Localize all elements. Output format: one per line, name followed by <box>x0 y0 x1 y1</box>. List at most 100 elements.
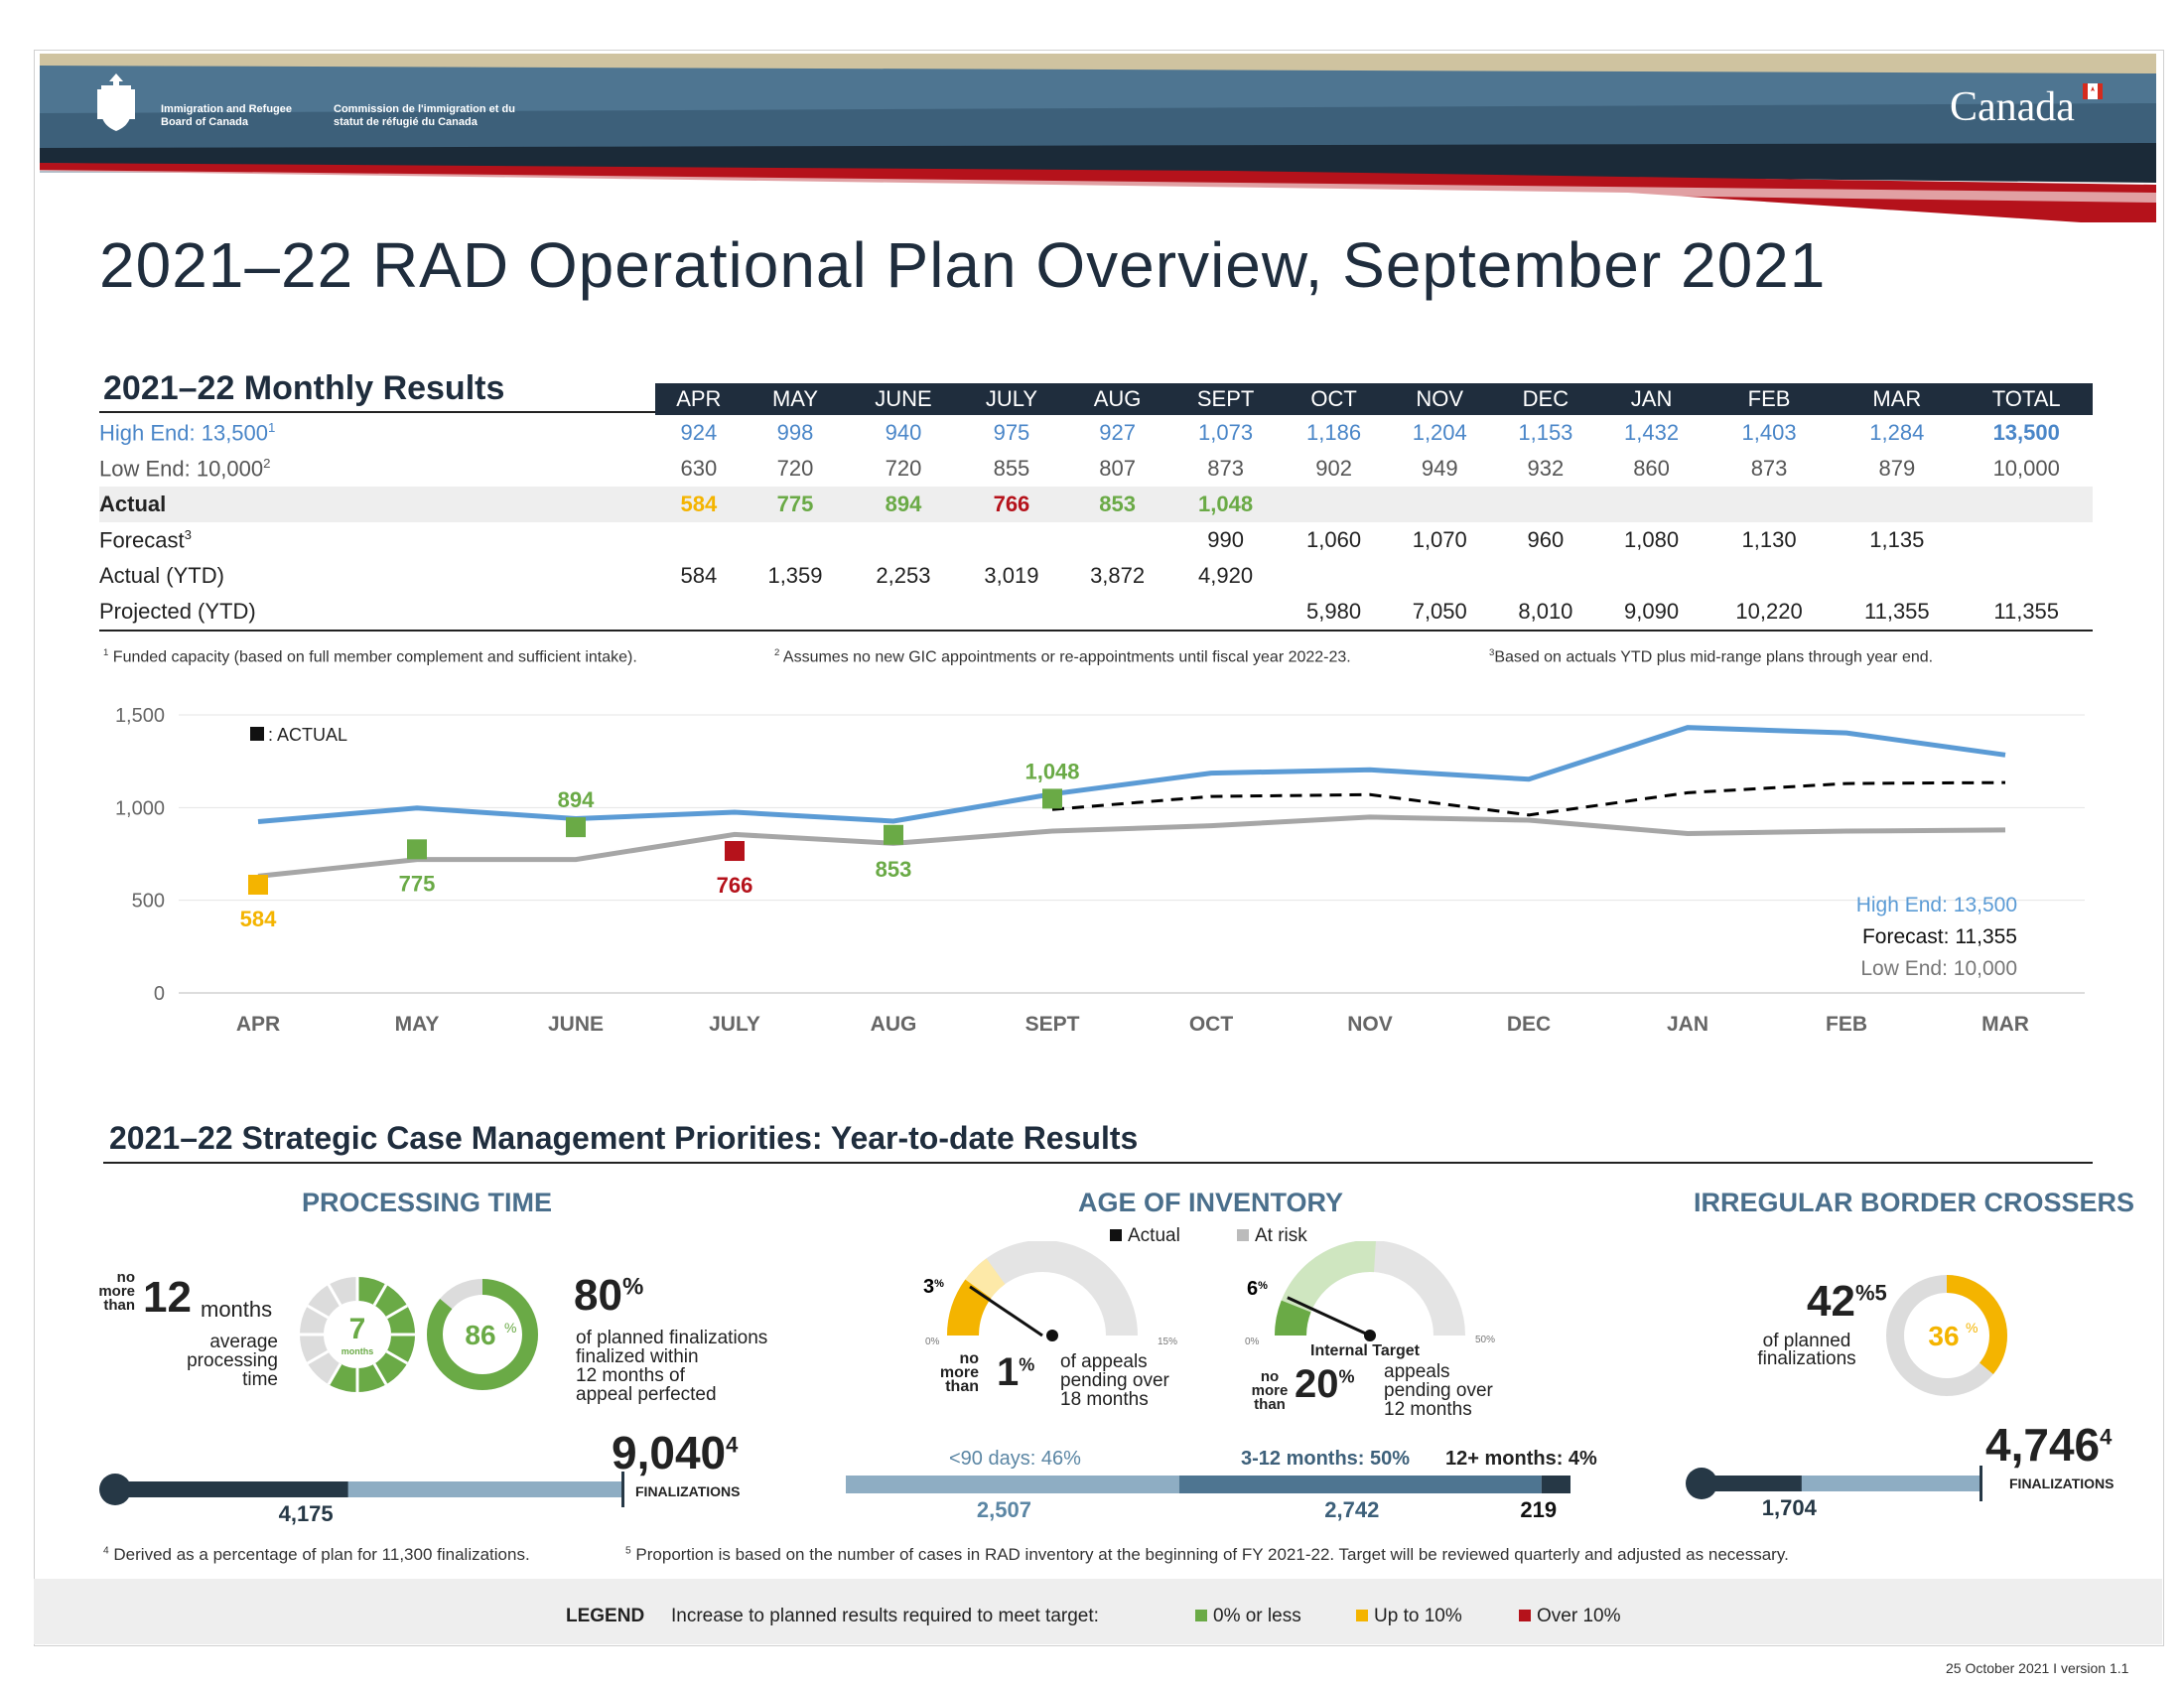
legend-item-1: Up to 10% <box>1356 1606 1462 1627</box>
actual-point-label: 894 <box>558 787 595 812</box>
actual-point-label: 775 <box>399 871 436 896</box>
col-header-apr: APR <box>655 383 743 415</box>
ibc-donut-value: 36 <box>1928 1321 1959 1351</box>
footnote-4: 4 Derived as a percentage of plan for 11… <box>103 1545 530 1564</box>
org-name-en: Immigration and Refugee Board of Canada <box>161 103 293 128</box>
row-label: Actual <box>99 487 655 522</box>
table-cell: 1,359 <box>767 563 823 588</box>
ibc-finalizations-label: FINALIZATIONS <box>2009 1476 2115 1491</box>
table-cell <box>1960 487 2093 522</box>
processing-months-donut: 7 months <box>300 1277 415 1392</box>
monthly-results-title: 2021–22 Monthly Results <box>103 369 505 407</box>
col-header-oct: OCT <box>1281 383 1387 415</box>
x-tick-label: JULY <box>709 1013 760 1036</box>
coat-of-arms-logo <box>97 73 135 131</box>
table-cell: 873 <box>1207 456 1244 481</box>
inventory-seg-label-lt90: <90 days: 46% <box>949 1448 1081 1470</box>
inventory-segmented-bar <box>846 1476 1570 1493</box>
gauge2-target: 20% <box>1295 1362 1355 1406</box>
priorities-title: 2021–22 Strategic Case Management Priori… <box>109 1120 1139 1156</box>
x-tick-label: JUNE <box>548 1013 604 1036</box>
row-label: Forecast3 <box>99 526 192 553</box>
inventory-segment <box>846 1476 1179 1493</box>
table-row: Actual 584 775 894 766 853 1,048 <box>99 487 2093 522</box>
processing-pct-target: 80% <box>574 1271 644 1320</box>
version-footer: 25 October 2021 I version 1.1 <box>1946 1660 2129 1676</box>
table-cell: 7,050 <box>1386 594 1493 632</box>
table-cell: 990 <box>1207 527 1244 552</box>
table-cell: 3,872 <box>1090 563 1146 588</box>
gauge2-text: appeals pending over 12 months <box>1384 1361 1493 1420</box>
table-cell: 1,403 <box>1741 420 1797 445</box>
table-cell: 894 <box>848 487 959 522</box>
table-cell: 1,204 <box>1412 420 1467 445</box>
processing-progress-bar <box>99 1472 624 1507</box>
table-cell <box>655 594 743 632</box>
canada-wordmark: Canada <box>1950 84 2075 130</box>
table-cell: 902 <box>1315 456 1352 481</box>
table-cell: 4,920 <box>1198 563 1254 588</box>
ibc-bar-value: 1,704 <box>1761 1495 1817 1520</box>
inventory-18m-gauge: 3% 0% 15% <box>923 1241 1177 1347</box>
processing-target-number: 12 <box>143 1273 192 1322</box>
table-cell <box>1960 558 2093 594</box>
table-cell: 1,130 <box>1741 527 1797 552</box>
inventory-segment <box>1178 1476 1542 1493</box>
table-cell <box>1064 522 1170 558</box>
legend-item-0: 0% or less <box>1195 1606 1301 1627</box>
processing-bar-value: 4,175 <box>278 1501 334 1526</box>
table-row: Actual (YTD) 584 1,359 2,253 3,019 3,872 4,920 <box>99 558 2093 594</box>
table-cell: 975 <box>993 420 1030 445</box>
processing-target-unit: months <box>201 1297 273 1322</box>
table-cell: 720 <box>885 456 922 481</box>
actual-point-label: 584 <box>240 907 277 931</box>
col-header-sept: SEPT <box>1169 383 1282 415</box>
legend-item-2: Over 10% <box>1519 1606 1620 1627</box>
inventory-seg-label-12plus: 12+ months: 4% <box>1445 1448 1597 1470</box>
table-cell <box>742 594 849 632</box>
col-header-total: TOTAL <box>1960 383 2093 415</box>
priorities-underline <box>103 1162 2093 1164</box>
end-label-high: High End: 13,500 <box>1856 894 2017 916</box>
table-cell: 1,135 <box>1869 527 1925 552</box>
age-of-inventory-heading: AGE OF INVENTORY <box>1078 1188 1344 1217</box>
processing-percent-donut: 86 % <box>427 1279 538 1390</box>
table-cell <box>1492 487 1599 522</box>
y-tick-label: 0 <box>154 983 165 1005</box>
table-cell: 766 <box>958 487 1065 522</box>
processing-finalizations-value: 9,0404 <box>612 1427 739 1478</box>
donut-months-value: 7 <box>349 1313 366 1345</box>
page-frame <box>34 50 2164 1646</box>
table-cell: 3,019 <box>984 563 1039 588</box>
inventory-segment <box>1541 1476 1570 1493</box>
gauge2-no-more-than: no more than <box>1251 1368 1289 1413</box>
x-tick-label: MAR <box>1981 1013 2029 1036</box>
footnote-3: 3Based on actuals YTD plus mid-range pla… <box>1489 647 1934 666</box>
table-cell <box>848 594 959 632</box>
table-cell: 630 <box>680 456 718 481</box>
table-cell: 960 <box>1527 527 1565 552</box>
table-cell: 860 <box>1633 456 1670 481</box>
processing-pct-text: of planned finalizations finalized within… <box>576 1328 768 1405</box>
table-cell <box>655 522 743 558</box>
table-cell <box>1386 487 1493 522</box>
table-cell: 1,070 <box>1412 527 1467 552</box>
irregular-border-crossers-heading: IRREGULAR BORDER CROSSERS <box>1694 1188 2135 1217</box>
inventory-seg-value-3-12: 2,742 <box>1324 1497 1380 1522</box>
table-cell: 873 <box>1750 456 1788 481</box>
table-cell <box>1064 594 1170 632</box>
table-cell: 2,253 <box>876 563 931 588</box>
actual-point <box>248 874 268 895</box>
table-cell: 853 <box>1064 487 1170 522</box>
row-label: Low End: 10,0002 <box>99 455 271 482</box>
actual-point <box>884 824 903 845</box>
actual-point-label: 1,048 <box>1024 759 1079 783</box>
table-row: Forecast3 990 1,060 1,070 960 1,080 1,130 1,135 <box>99 522 2093 558</box>
table-cell <box>959 522 1065 558</box>
legend-title: LEGEND <box>566 1606 645 1626</box>
table-cell: 924 <box>680 420 718 445</box>
row-label: Projected (YTD) <box>99 594 655 632</box>
end-label-forecast: Forecast: 11,355 <box>1862 925 2017 948</box>
actual-point <box>566 817 586 838</box>
gauge1-max: 15% <box>1158 1336 1177 1347</box>
